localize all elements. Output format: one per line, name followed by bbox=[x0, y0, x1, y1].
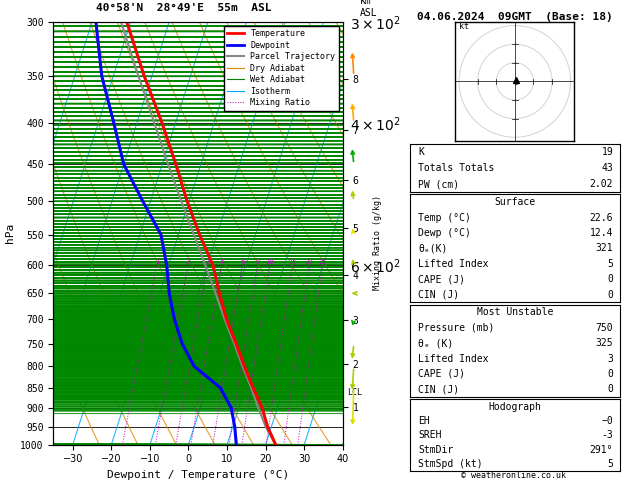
Text: 325: 325 bbox=[596, 338, 613, 348]
Text: 25: 25 bbox=[318, 260, 326, 265]
Text: 15: 15 bbox=[288, 260, 297, 265]
Text: 22.6: 22.6 bbox=[590, 212, 613, 223]
Text: CIN (J): CIN (J) bbox=[418, 290, 460, 299]
Text: StmSpd (kt): StmSpd (kt) bbox=[418, 459, 483, 469]
Text: CAPE (J): CAPE (J) bbox=[418, 274, 465, 284]
Text: PW (cm): PW (cm) bbox=[418, 179, 460, 189]
Text: 3: 3 bbox=[608, 354, 613, 364]
Text: 0: 0 bbox=[608, 384, 613, 394]
Text: © weatheronline.co.uk: © weatheronline.co.uk bbox=[461, 471, 565, 480]
Text: 43: 43 bbox=[601, 163, 613, 173]
Text: θₑ (K): θₑ (K) bbox=[418, 338, 454, 348]
Text: StmDir: StmDir bbox=[418, 445, 454, 455]
Text: CAPE (J): CAPE (J) bbox=[418, 369, 465, 379]
Text: Lifted Index: Lifted Index bbox=[418, 259, 489, 269]
Text: −0: −0 bbox=[601, 416, 613, 426]
Text: Temp (°C): Temp (°C) bbox=[418, 212, 471, 223]
Text: 40°58'N  28°49'E  55m  ASL: 40°58'N 28°49'E 55m ASL bbox=[96, 3, 272, 14]
Text: km
ASL: km ASL bbox=[360, 0, 378, 17]
Text: 291°: 291° bbox=[590, 445, 613, 455]
Text: EH: EH bbox=[418, 416, 430, 426]
Text: Lifted Index: Lifted Index bbox=[418, 354, 489, 364]
Text: 4: 4 bbox=[220, 260, 224, 265]
Text: 321: 321 bbox=[596, 243, 613, 253]
Text: 19: 19 bbox=[601, 147, 613, 157]
Text: 2.02: 2.02 bbox=[590, 179, 613, 189]
Text: 20: 20 bbox=[305, 260, 313, 265]
Text: -3: -3 bbox=[601, 431, 613, 440]
Text: 04.06.2024  09GMT  (Base: 18): 04.06.2024 09GMT (Base: 18) bbox=[417, 12, 613, 22]
Text: K: K bbox=[418, 147, 425, 157]
X-axis label: Dewpoint / Temperature (°C): Dewpoint / Temperature (°C) bbox=[107, 470, 289, 480]
Text: Hodograph: Hodograph bbox=[488, 402, 542, 412]
Text: Totals Totals: Totals Totals bbox=[418, 163, 495, 173]
Text: 10: 10 bbox=[265, 260, 274, 265]
Text: Mixing Ratio (g/kg): Mixing Ratio (g/kg) bbox=[373, 195, 382, 291]
Text: Surface: Surface bbox=[494, 197, 535, 207]
Y-axis label: hPa: hPa bbox=[4, 223, 14, 243]
Text: 0: 0 bbox=[608, 274, 613, 284]
Text: 12.4: 12.4 bbox=[590, 228, 613, 238]
Text: CIN (J): CIN (J) bbox=[418, 384, 460, 394]
Text: 1: 1 bbox=[155, 260, 159, 265]
Text: 0: 0 bbox=[608, 290, 613, 299]
Text: Pressure (mb): Pressure (mb) bbox=[418, 323, 495, 333]
Text: Most Unstable: Most Unstable bbox=[477, 308, 553, 317]
Text: SREH: SREH bbox=[418, 431, 442, 440]
Text: 6: 6 bbox=[240, 260, 245, 265]
Text: θₑ(K): θₑ(K) bbox=[418, 243, 448, 253]
Text: 3: 3 bbox=[205, 260, 209, 265]
Text: 2: 2 bbox=[186, 260, 190, 265]
Text: 0: 0 bbox=[608, 369, 613, 379]
Text: Dewp (°C): Dewp (°C) bbox=[418, 228, 471, 238]
Text: 750: 750 bbox=[596, 323, 613, 333]
Legend: Temperature, Dewpoint, Parcel Trajectory, Dry Adiabat, Wet Adiabat, Isotherm, Mi: Temperature, Dewpoint, Parcel Trajectory… bbox=[224, 26, 338, 111]
Text: 5: 5 bbox=[608, 259, 613, 269]
Text: 5: 5 bbox=[608, 459, 613, 469]
Text: kt: kt bbox=[459, 22, 469, 31]
Text: 8: 8 bbox=[255, 260, 260, 265]
Text: LCL: LCL bbox=[347, 388, 362, 397]
